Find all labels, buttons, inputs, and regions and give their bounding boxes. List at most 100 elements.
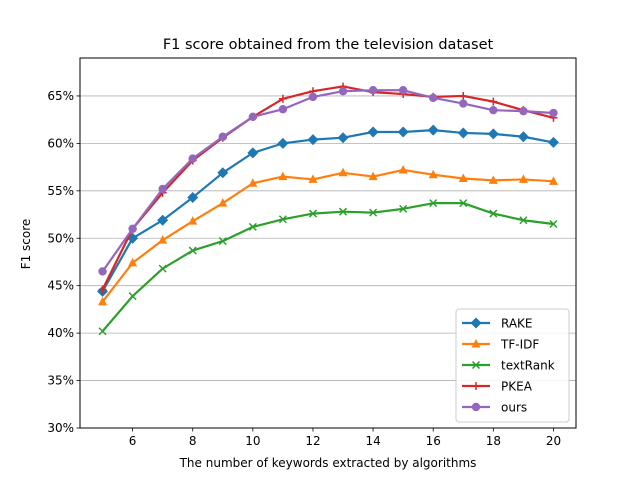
legend-marker	[471, 360, 481, 370]
data-point-rake	[157, 214, 169, 226]
data-point-rake	[517, 131, 529, 143]
data-point-ours	[549, 108, 558, 118]
x-tick-label: 14	[365, 434, 380, 448]
legend-box	[455, 308, 570, 423]
data-point-ours	[248, 112, 258, 122]
legend-item-pkea[interactable]: PKEA	[462, 380, 533, 394]
data-point-tf-idf	[338, 167, 348, 177]
legend-label: ours	[501, 401, 527, 415]
x-tick-label: 10	[245, 434, 260, 448]
data-point-tf-idf	[128, 257, 138, 267]
x-tick-label: 8	[189, 434, 197, 448]
y-tick-label: 50%	[47, 231, 74, 245]
data-point-tf-idf	[188, 216, 198, 225]
data-point-pkea	[98, 285, 107, 294]
data-point-tf-idf	[158, 235, 168, 244]
data-point-ours	[519, 106, 528, 116]
series-line-rake	[101, 129, 554, 292]
series-line-tf-idf	[101, 168, 554, 303]
legend-item-rake[interactable]: RAKE	[462, 317, 533, 331]
legend-label: RAKE	[501, 317, 533, 331]
data-point-ours	[158, 184, 167, 194]
data-point-tf-idf	[218, 198, 228, 207]
series-line-ours	[101, 89, 554, 273]
y-tick-label: 65%	[47, 89, 74, 103]
data-point-tf-idf	[308, 174, 318, 183]
data-point-rake	[487, 128, 499, 140]
data-point-tf-idf	[548, 176, 558, 185]
data-point-rake	[217, 167, 229, 179]
series-layer	[97, 82, 559, 336]
legend-label: textRank	[501, 359, 555, 373]
data-point-tf-idf	[518, 174, 528, 183]
series-ours	[98, 86, 558, 276]
data-point-textrank	[399, 204, 408, 213]
legend-item-ours[interactable]: ours	[462, 401, 527, 415]
data-point-tf-idf	[458, 173, 468, 182]
data-point-textrank	[158, 264, 167, 273]
data-point-tf-idf	[428, 169, 438, 179]
data-point-rake	[337, 132, 349, 144]
y-tick-label: 35%	[47, 374, 74, 388]
data-point-tf-idf	[398, 164, 408, 174]
legend-item-tf-idf[interactable]: TF-IDF	[462, 338, 539, 352]
data-point-textrank	[489, 209, 498, 218]
series-line-pkea	[101, 85, 554, 290]
legend-item-textrank[interactable]: textRank	[462, 359, 555, 373]
y-tick-label: 45%	[47, 279, 74, 293]
data-point-rake	[187, 191, 199, 203]
y-tick-label: 30%	[47, 421, 74, 435]
legend-marker	[470, 317, 482, 329]
legend-marker	[472, 382, 480, 390]
data-point-ours	[308, 92, 318, 102]
data-point-tf-idf	[98, 296, 108, 306]
data-point-tf-idf	[368, 171, 378, 181]
data-point-textrank	[369, 208, 378, 217]
x-tick-label: 20	[546, 434, 561, 448]
data-point-ours	[338, 87, 348, 96]
y-axis-label: F1 score	[19, 219, 33, 270]
data-point-tf-idf	[278, 171, 288, 181]
data-point-ours	[368, 86, 378, 95]
data-point-textrank	[188, 246, 197, 255]
series-pkea	[98, 82, 558, 294]
x-tick-label: 18	[486, 434, 501, 448]
series-tf-idf	[98, 164, 558, 306]
data-point-textrank	[308, 209, 318, 218]
data-point-textrank	[459, 199, 468, 208]
data-point-ours	[278, 105, 288, 114]
data-point-ours	[98, 267, 107, 276]
legend-label: TF-IDF	[500, 338, 539, 352]
x-tick-label: 16	[426, 434, 441, 448]
data-point-ours	[218, 132, 227, 141]
data-point-rake	[547, 136, 559, 148]
data-point-ours	[489, 105, 498, 115]
data-point-tf-idf	[488, 175, 498, 184]
legend-marker	[471, 402, 481, 412]
data-point-rake	[277, 137, 289, 149]
legend[interactable]: RAKE TF-IDF textRank PKEA ours	[455, 308, 570, 423]
data-point-textrank	[338, 207, 348, 216]
data-point-tf-idf	[248, 178, 258, 187]
data-point-rake	[367, 126, 379, 138]
data-point-pkea	[489, 97, 498, 106]
y-tick-label: 55%	[47, 184, 74, 198]
data-point-rake	[247, 147, 259, 159]
data-point-ours	[128, 224, 137, 233]
data-point-pkea	[459, 91, 468, 100]
data-point-textrank	[429, 199, 438, 208]
legend-marker	[471, 339, 481, 348]
data-point-rake	[397, 126, 409, 138]
series-line-textrank	[101, 202, 554, 332]
y-tick-label: 40%	[47, 326, 74, 340]
series-textrank	[98, 199, 558, 336]
data-point-textrank	[278, 215, 287, 224]
axes-frame	[79, 57, 577, 429]
data-point-textrank	[549, 219, 558, 229]
data-point-ours	[188, 154, 197, 163]
x-tick-label: 6	[129, 434, 137, 448]
data-point-ours	[429, 93, 438, 103]
y-tick-label: 60%	[47, 136, 74, 150]
